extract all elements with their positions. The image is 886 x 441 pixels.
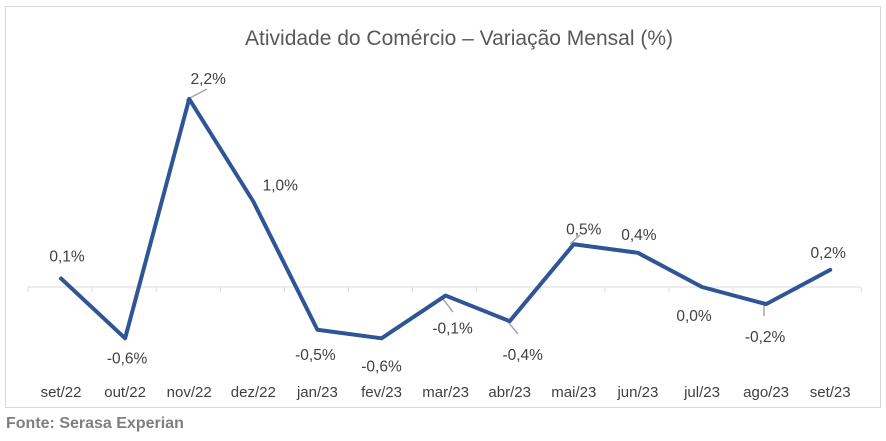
data-label-leader: [569, 234, 581, 245]
line-chart: Atividade do Comércio – Variação Mensal …: [27, 27, 862, 401]
x-tick-label: abr/23: [488, 384, 531, 401]
data-label: -0,6%: [361, 358, 402, 375]
data-label-leader: [442, 298, 454, 313]
x-tick-label: mai/23: [551, 384, 596, 401]
source-note: Fonte: Serasa Experian: [6, 415, 184, 432]
data-label: 0,2%: [811, 245, 847, 262]
label-leader-lines: [185, 88, 765, 335]
x-tick-label: nov/22: [167, 384, 212, 401]
series-line: [59, 96, 833, 341]
data-label: -0,4%: [502, 347, 543, 364]
x-tick-label: ago/23: [743, 384, 789, 401]
data-label: -0,1%: [432, 321, 473, 338]
x-tick-label: jun/23: [616, 384, 658, 401]
x-tick-label: out/22: [104, 384, 146, 401]
x-tick-label: fev/23: [361, 384, 402, 401]
chart-frame: [5, 6, 881, 408]
data-label: 2,2%: [191, 71, 227, 88]
data-label: 0,1%: [49, 248, 85, 265]
x-tick-label: set/23: [810, 384, 851, 401]
data-labels: 0,1% -0,6% 2,2% 1,0% -0,5% -0,6% -0,1% -0,4% 0,5…: [49, 71, 846, 375]
x-tick-label: dez/22: [231, 384, 276, 401]
chart-title: Atividade do Comércio – Variação Mensal …: [245, 27, 673, 50]
x-tick-label: set/22: [41, 384, 82, 401]
data-label: 0,0%: [676, 308, 712, 325]
x-tick-label: jan/23: [296, 384, 338, 401]
x-axis: [27, 286, 862, 292]
data-label: -0,2%: [745, 329, 786, 346]
x-tick-label: jul/23: [683, 384, 720, 401]
data-label-leader: [507, 321, 519, 335]
data-label: 1,0%: [263, 178, 299, 195]
data-label: 0,5%: [566, 221, 602, 238]
x-tick-labels: set/22 out/22 nov/22 dez/22 jan/23 fev/23 mar/…: [41, 384, 851, 401]
series-line-layer: [59, 96, 833, 341]
x-tick-label: mar/23: [422, 384, 469, 401]
data-label: -0,6%: [107, 350, 148, 367]
data-label: -0,5%: [295, 347, 336, 364]
data-label: 0,4%: [621, 227, 657, 244]
